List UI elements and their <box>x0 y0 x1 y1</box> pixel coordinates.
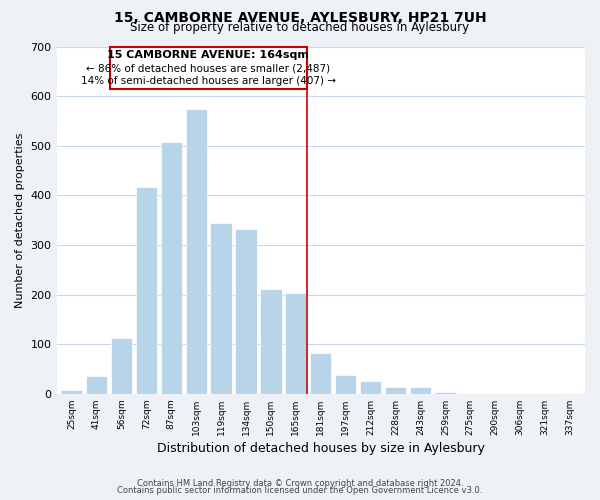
Bar <box>111 338 132 394</box>
Bar <box>435 392 456 394</box>
Bar <box>410 388 431 394</box>
Bar <box>559 393 581 394</box>
Bar <box>335 376 356 394</box>
Y-axis label: Number of detached properties: Number of detached properties <box>15 132 25 308</box>
X-axis label: Distribution of detached houses by size in Aylesbury: Distribution of detached houses by size … <box>157 442 485 455</box>
Bar <box>260 288 281 394</box>
Bar <box>385 388 406 394</box>
Text: ← 86% of detached houses are smaller (2,487): ← 86% of detached houses are smaller (2,… <box>86 64 331 74</box>
Text: Contains HM Land Registry data © Crown copyright and database right 2024.: Contains HM Land Registry data © Crown c… <box>137 478 463 488</box>
Bar <box>161 142 182 394</box>
Text: 14% of semi-detached houses are larger (407) →: 14% of semi-detached houses are larger (… <box>81 76 336 86</box>
Bar <box>86 376 107 394</box>
Bar <box>211 222 232 394</box>
Text: 15, CAMBORNE AVENUE, AYLESBURY, HP21 7UH: 15, CAMBORNE AVENUE, AYLESBURY, HP21 7UH <box>113 11 487 25</box>
Bar <box>235 228 257 394</box>
FancyBboxPatch shape <box>110 46 307 88</box>
Bar <box>136 188 157 394</box>
Text: 15 CAMBORNE AVENUE: 164sqm: 15 CAMBORNE AVENUE: 164sqm <box>107 50 309 60</box>
Text: Size of property relative to detached houses in Aylesbury: Size of property relative to detached ho… <box>130 21 470 34</box>
Bar <box>185 108 207 394</box>
Bar <box>61 390 82 394</box>
Bar <box>360 382 381 394</box>
Text: Contains public sector information licensed under the Open Government Licence v3: Contains public sector information licen… <box>118 486 482 495</box>
Bar <box>285 292 307 394</box>
Bar <box>310 352 331 394</box>
